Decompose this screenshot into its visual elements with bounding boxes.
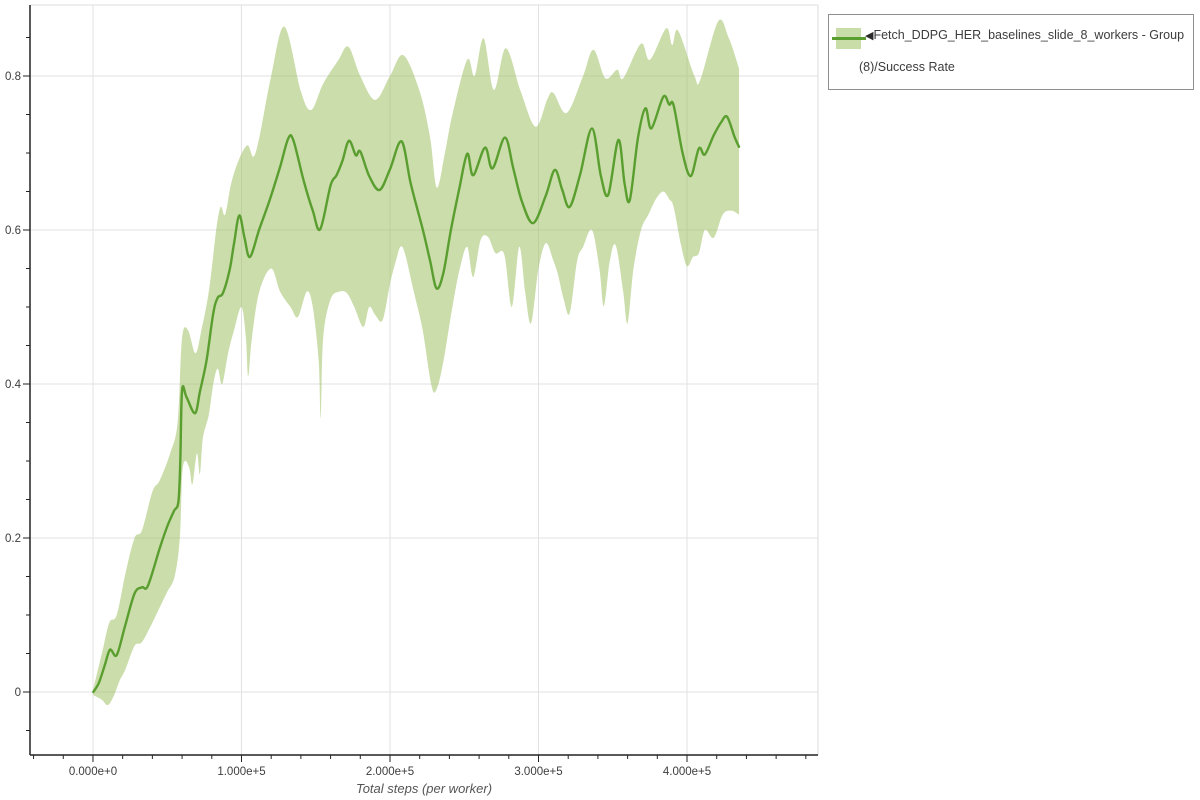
legend-swatch[interactable] — [832, 28, 866, 49]
x-tick-label: 2.000e+5 — [366, 766, 414, 778]
tick-marks — [23, 36, 807, 762]
collapse-triangle-icon[interactable]: ◀ — [865, 30, 874, 42]
y-tick-label: 0.4 — [5, 379, 22, 391]
y-tick-label: 0.2 — [5, 533, 21, 545]
y-tick-labels: 0 0.2 0.4 0.6 0.8 — [5, 71, 22, 699]
x-tick-label: 1.000e+5 — [217, 766, 265, 778]
y-tick-label: 0 — [15, 687, 21, 699]
success-rate-line — [92, 94, 741, 694]
legend-line-swatch — [832, 37, 866, 40]
x-tick-label: 0.000e+0 — [69, 766, 117, 778]
legend-item[interactable]: ◀Fetch_DDPG_HER_baselines_slide_8_worker… — [829, 15, 1193, 89]
confidence-band — [93, 19, 740, 706]
x-tick-label: 4.000e+5 — [663, 766, 711, 778]
y-tick-label: 0.6 — [5, 225, 21, 237]
plot-border — [30, 4, 819, 755]
x-axis-title: Total steps (per worker) — [355, 781, 493, 796]
x-tick-labels: 0.000e+0 1.000e+5 2.000e+5 3.000e+5 4.000e+5 — [69, 766, 711, 778]
x-tick-label: 3.000e+5 — [514, 766, 562, 778]
legend-box: ◀Fetch_DDPG_HER_baselines_slide_8_worker… — [828, 14, 1194, 90]
y-tick-label: 0.8 — [5, 71, 21, 83]
legend-series-label: Fetch_DDPG_HER_baselines_slide_8_workers… — [859, 28, 1185, 74]
